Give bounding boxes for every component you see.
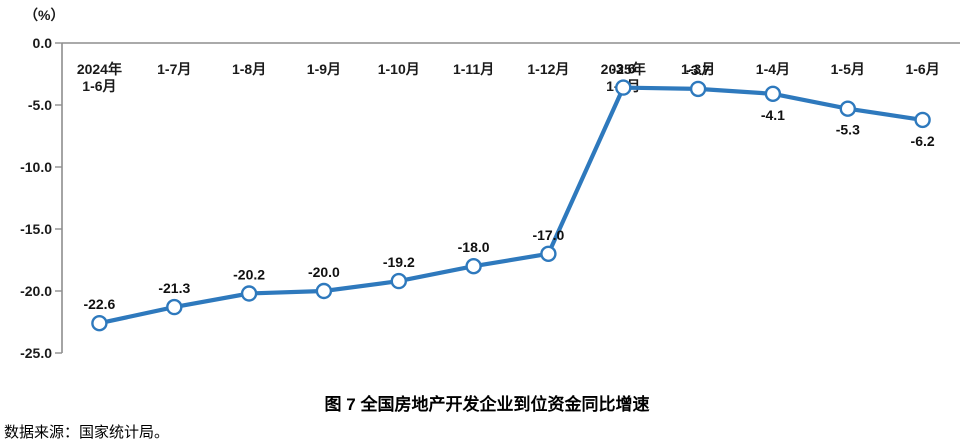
x-axis-category-label: 1-6月 xyxy=(82,78,116,94)
y-axis-tick-label: -10.0 xyxy=(20,159,52,175)
data-point-marker xyxy=(465,258,482,275)
data-point-label: -5.3 xyxy=(836,122,860,138)
x-axis-category-label: 1-4月 xyxy=(756,61,790,77)
x-axis-category-label: 1-9月 xyxy=(307,61,341,77)
x-axis-category-label: 1-12月 xyxy=(527,61,569,77)
y-axis-tick-label: -20.0 xyxy=(20,283,52,299)
line-chart: 0.0-5.0-10.0-15.0-20.0-25.02024年1-6月1-7月… xyxy=(20,35,960,361)
y-axis-tick-label: -5.0 xyxy=(28,97,52,113)
data-point-marker xyxy=(689,80,707,98)
data-point-label: -4.1 xyxy=(761,107,785,123)
x-axis-category-label: 1-11月 xyxy=(453,61,494,77)
data-point-label: -3.6 xyxy=(611,61,635,77)
data-point-marker xyxy=(315,282,333,300)
y-axis-tick-label: -25.0 xyxy=(20,345,52,361)
data-source-note: 数据来源：国家统计局。 xyxy=(4,423,170,441)
data-point-marker xyxy=(390,272,407,290)
data-point-label: -18.0 xyxy=(458,239,490,255)
data-point-marker xyxy=(240,285,258,302)
x-axis-category-label: 2025年 xyxy=(601,61,646,77)
data-point-label: -17.0 xyxy=(532,227,564,243)
data-point-marker xyxy=(914,111,931,129)
data-point-marker xyxy=(166,298,183,316)
data-point-label: -6.2 xyxy=(911,133,935,149)
x-axis-category-label: 1-7月 xyxy=(157,61,191,77)
x-axis-category-label: 2024年 xyxy=(77,61,122,77)
data-point-label: -3.7 xyxy=(686,62,710,78)
y-axis-tick-label: -15.0 xyxy=(20,221,52,237)
data-point-marker xyxy=(839,100,856,117)
data-point-label: -21.3 xyxy=(158,280,190,296)
data-point-label: -22.6 xyxy=(83,296,115,312)
data-point-marker xyxy=(764,85,782,103)
x-axis-category-label: 1-5月 xyxy=(831,61,865,77)
x-axis-category-label: 1-3月 xyxy=(681,61,715,77)
x-axis-category-label: 1-6月 xyxy=(905,61,939,77)
data-point-marker xyxy=(540,245,557,263)
data-point-label: -20.2 xyxy=(233,267,265,283)
y-axis-tick-label: 0.0 xyxy=(33,35,53,51)
x-axis-category-label: 1-10月 xyxy=(378,61,420,77)
chart-title: 图 7 全国房地产开发企业到位资金同比增速 xyxy=(324,395,650,414)
x-axis-category-label: 1-8月 xyxy=(232,61,266,77)
y-axis-unit-label: （%） xyxy=(24,7,65,23)
data-point-label: -20.0 xyxy=(308,264,340,280)
data-point-marker xyxy=(91,315,108,332)
data-point-label: -19.2 xyxy=(383,254,415,270)
data-point-marker xyxy=(615,79,632,96)
series-line xyxy=(97,85,925,326)
